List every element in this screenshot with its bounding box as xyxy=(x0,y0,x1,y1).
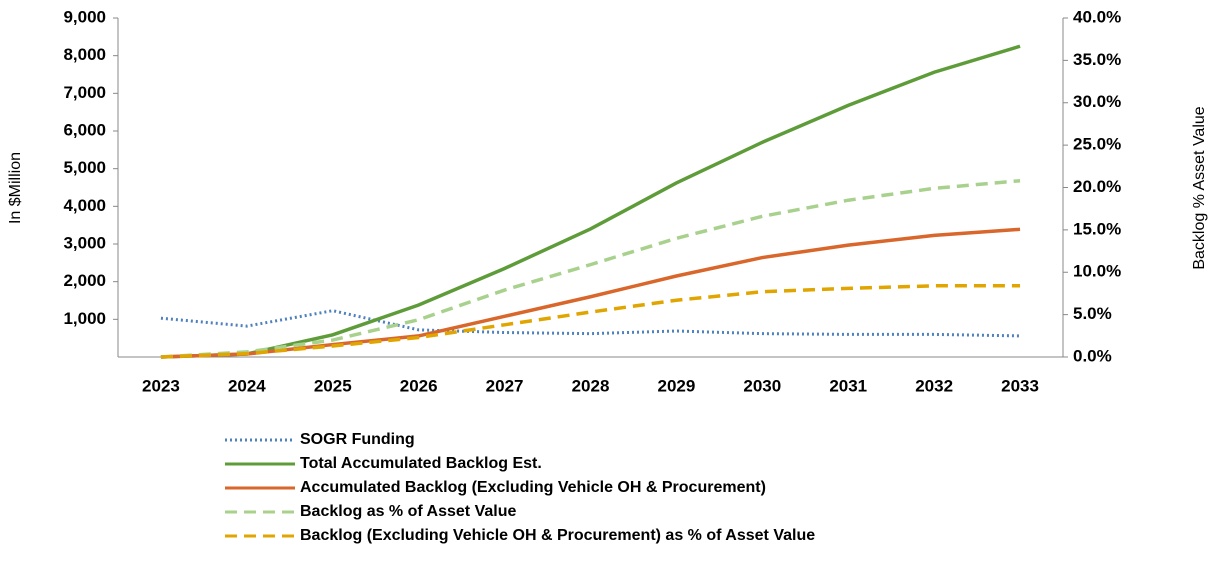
legend-label: Accumulated Backlog (Excluding Vehicle O… xyxy=(300,479,766,496)
series-line xyxy=(160,44,1021,359)
y2-tick-label: 5.0% xyxy=(1073,304,1112,323)
x-tick-label: 2025 xyxy=(314,376,352,395)
series-line xyxy=(160,309,1021,338)
legend-label: Backlog as % of Asset Value xyxy=(300,503,516,520)
x-tick-label: 2027 xyxy=(486,376,524,395)
y-tick-label: 4,000 xyxy=(63,196,106,215)
y-tick-label: 7,000 xyxy=(63,83,106,102)
y-tick-label: 3,000 xyxy=(63,233,106,252)
y2-tick-label: 0.0% xyxy=(1073,346,1112,365)
legend-label: SOGR Funding xyxy=(300,431,415,448)
x-tick-label: 2023 xyxy=(142,376,180,395)
y2-tick-label: 15.0% xyxy=(1073,219,1121,238)
y2-tick-label: 30.0% xyxy=(1073,92,1121,111)
x-tick-label: 2032 xyxy=(915,376,953,395)
x-tick-label: 2026 xyxy=(400,376,438,395)
y-axis-label: In $Million xyxy=(7,152,24,224)
x-tick-label: 2031 xyxy=(829,376,867,395)
y-tick-label: 5,000 xyxy=(63,158,106,177)
series-line xyxy=(160,227,1021,359)
series-line xyxy=(160,178,1021,359)
x-tick-label: 2030 xyxy=(743,376,781,395)
x-tick-label: 2029 xyxy=(657,376,695,395)
y-tick-label: 9,000 xyxy=(63,7,106,26)
x-tick-label: 2024 xyxy=(228,376,266,395)
y-tick-label: 2,000 xyxy=(63,271,106,290)
y2-axis-label: Backlog % Asset Value xyxy=(1191,106,1208,269)
y2-tick-label: 20.0% xyxy=(1073,177,1121,196)
y-tick-label: 8,000 xyxy=(63,45,106,64)
y-tick-label: 6,000 xyxy=(63,120,106,139)
legend-label: Backlog (Excluding Vehicle OH & Procurem… xyxy=(300,527,815,544)
y2-tick-label: 35.0% xyxy=(1073,50,1121,69)
x-tick-label: 2028 xyxy=(572,376,610,395)
y2-tick-label: 40.0% xyxy=(1073,7,1121,26)
y2-tick-label: 25.0% xyxy=(1073,135,1121,154)
y-tick-label: 1,000 xyxy=(63,309,106,328)
y2-tick-label: 10.0% xyxy=(1073,262,1121,281)
legend-label: Total Accumulated Backlog Est. xyxy=(300,455,542,472)
x-tick-label: 2033 xyxy=(1001,376,1039,395)
series-line xyxy=(160,284,1021,359)
